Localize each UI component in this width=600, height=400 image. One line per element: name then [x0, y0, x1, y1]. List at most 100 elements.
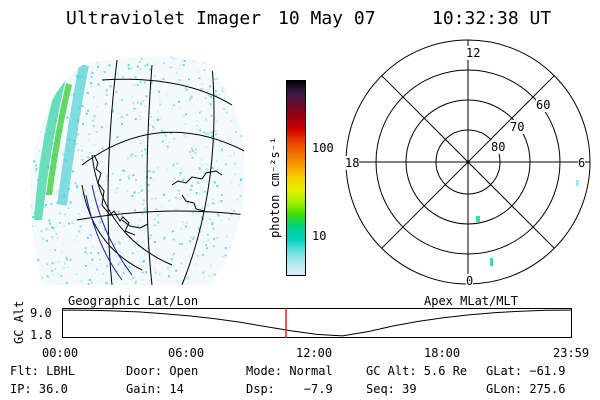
uv-pixel [221, 255, 224, 258]
uv-pixel [90, 85, 93, 88]
uv-pixel [106, 175, 108, 178]
uv-pixel [60, 49, 62, 51]
uv-pixel [238, 183, 241, 186]
uv-pixel [125, 113, 128, 116]
uv-pixel [192, 238, 195, 240]
uv-pixel [61, 250, 63, 253]
uv-pixel [242, 78, 245, 81]
uv-pixel [209, 103, 212, 106]
uv-pixel [95, 61, 98, 64]
uv-pixel [26, 242, 28, 244]
uv-pixel [90, 45, 92, 47]
uv-pixel [253, 104, 255, 106]
uv-pixel [149, 68, 152, 71]
uv-pixel [26, 244, 28, 246]
uv-pixel [124, 267, 127, 270]
uv-pixel [224, 59, 227, 62]
uv-pixel [253, 107, 255, 109]
uv-pixel [134, 118, 137, 120]
uv-pixel [206, 168, 208, 171]
uv-pixel [215, 119, 218, 122]
uv-pixel [132, 287, 134, 289]
uv-pixel [212, 245, 215, 248]
uv-pixel [151, 198, 154, 200]
uv-pixel [150, 115, 153, 118]
uv-pixel [259, 232, 261, 234]
uv-pixel [56, 81, 59, 84]
uv-pixel [25, 191, 27, 193]
uv-pixel [117, 210, 120, 213]
uv-pixel [123, 169, 126, 172]
uv-pixel [137, 101, 139, 104]
uv-pixel [176, 279, 179, 282]
uv-pixel [213, 273, 216, 276]
uv-pixel [55, 189, 58, 192]
uv-pixel [56, 225, 59, 228]
uv-pixel [246, 258, 248, 260]
uv-pixel [163, 62, 166, 64]
uv-pixel [133, 209, 136, 212]
uv-pixel [205, 163, 208, 166]
uv-pixel [204, 97, 207, 100]
mlt-label-18: 18 [345, 156, 360, 170]
uv-pixel [230, 263, 233, 266]
uv-pixel [204, 190, 207, 193]
uv-pixel [221, 148, 223, 151]
uv-pixel [131, 252, 134, 255]
uv-pixel [213, 238, 215, 241]
uv-pixel [41, 276, 44, 279]
uv-pixel [259, 156, 261, 158]
uv-pixel [212, 227, 215, 230]
uv-pixel [109, 66, 112, 69]
uv-pixel [94, 191, 97, 194]
uv-pixel [126, 190, 129, 192]
uv-pixel [116, 135, 119, 138]
uv-pixel [105, 289, 107, 291]
uv-pixel [24, 261, 26, 263]
uv-pixel [189, 188, 192, 191]
uv-pixel [150, 82, 153, 85]
uv-pixel [241, 93, 244, 96]
uv-pixel [138, 71, 141, 73]
uv-pixel [48, 96, 51, 99]
uv-pixel [105, 282, 108, 285]
uv-pixel [253, 156, 255, 158]
uv-pixel [115, 47, 117, 49]
uv-pixel [121, 169, 124, 172]
uv-pixel [101, 52, 103, 54]
uv-pixel [185, 206, 188, 209]
uv-pixel [26, 91, 28, 93]
uv-pixel [202, 240, 205, 243]
uv-pixel [147, 184, 150, 187]
uv-pixel [89, 206, 92, 209]
uv-pixel [170, 131, 173, 134]
uv-pixel [244, 57, 246, 60]
uv-pixel [24, 195, 26, 197]
uv-pixel [209, 95, 212, 98]
uv-pixel [203, 61, 206, 64]
uv-pixel [176, 71, 178, 74]
uv-pixel [250, 46, 252, 48]
uv-pixel [151, 129, 154, 132]
uv-pixel [156, 214, 159, 217]
colorbar-tick-10: 10 [312, 229, 327, 243]
uv-pixel [184, 277, 187, 280]
emission-spot [476, 216, 480, 222]
uv-pixel [203, 69, 206, 71]
uv-pixel [228, 246, 231, 249]
uv-pixel [145, 271, 148, 274]
uv-pixel [53, 83, 56, 86]
uv-pixel [59, 284, 62, 285]
uv-pixel [163, 54, 165, 56]
uv-pixel [260, 210, 262, 212]
uv-pixel [37, 274, 40, 277]
uv-pixel [202, 276, 205, 279]
uv-pixel [34, 137, 37, 140]
uv-pixel [258, 172, 260, 174]
uv-pixel [205, 145, 208, 148]
uv-pixel [243, 89, 246, 92]
uv-pixel [193, 236, 196, 239]
uv-pixel [196, 70, 199, 73]
uv-pixel [43, 121, 46, 124]
uv-pixel [230, 120, 233, 123]
